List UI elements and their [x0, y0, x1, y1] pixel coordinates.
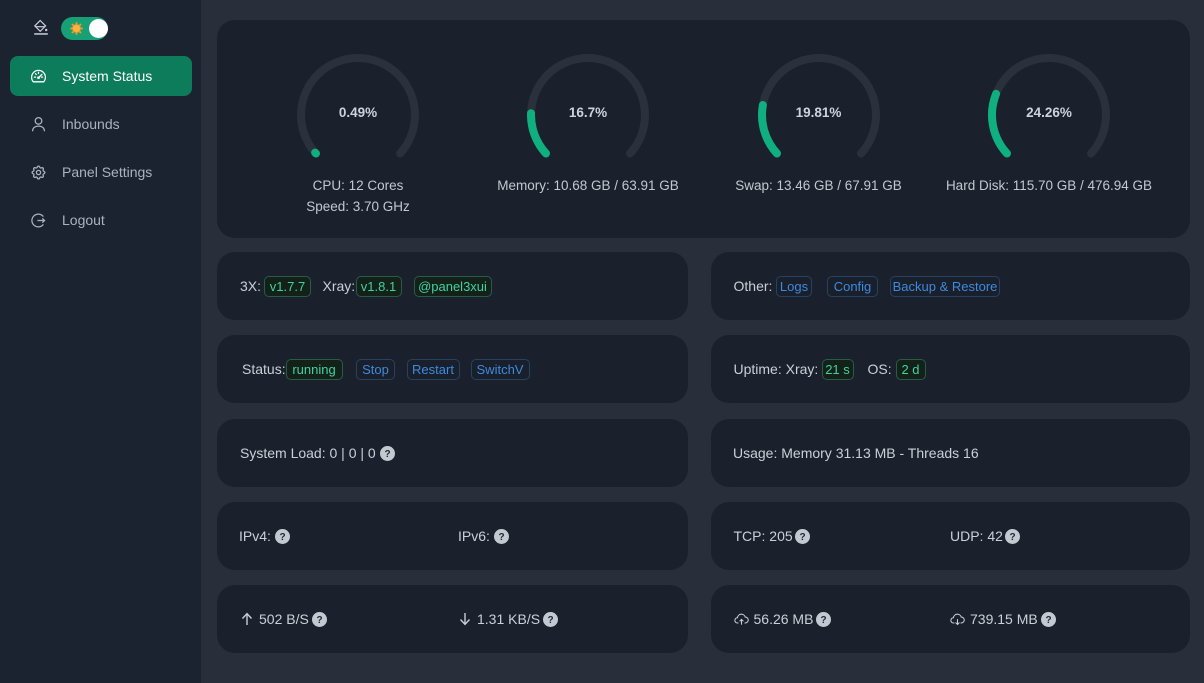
svg-text:?: ? — [384, 449, 390, 460]
svg-text:?: ? — [1009, 532, 1015, 543]
svg-text:?: ? — [316, 615, 322, 626]
svg-text:?: ? — [279, 532, 285, 543]
svg-text:?: ? — [547, 615, 553, 626]
svg-text:?: ? — [1045, 615, 1051, 626]
svg-text:?: ? — [799, 532, 805, 543]
svg-text:?: ? — [498, 532, 504, 543]
svg-text:?: ? — [821, 615, 827, 626]
